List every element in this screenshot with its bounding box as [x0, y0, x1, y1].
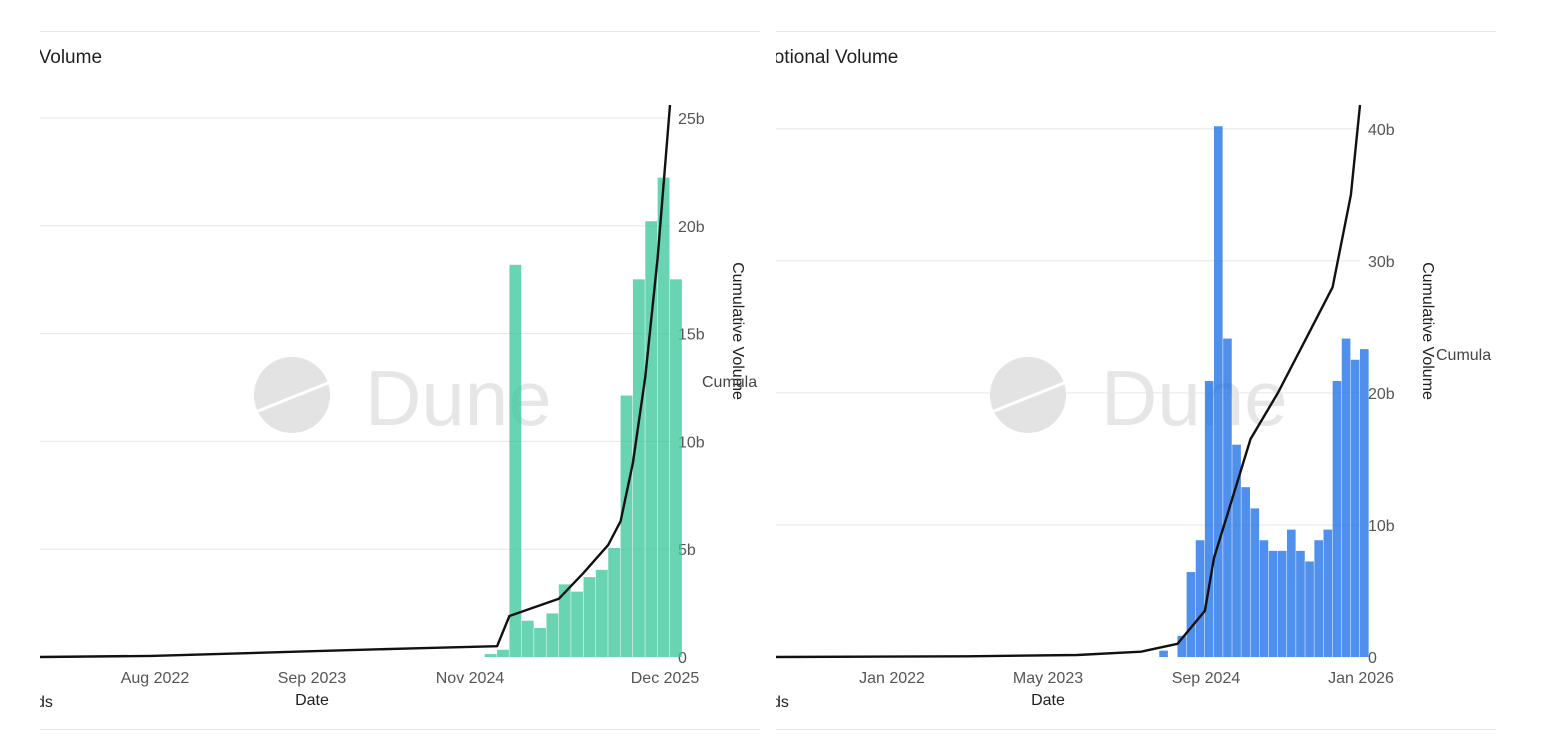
volume-bar[interactable]	[1159, 650, 1168, 657]
volume-bar[interactable]	[534, 627, 546, 657]
chart-panel-right: Notional Volume 0 10b 20b 30b 40b Dune Jan 202…	[776, 0, 1496, 736]
x-tick-label: Dec 2025	[631, 670, 700, 687]
panel-bottom-divider	[776, 729, 1496, 730]
volume-bar[interactable]	[1296, 550, 1305, 657]
y-tick-label: 10b	[678, 434, 705, 451]
volume-bar[interactable]	[1177, 635, 1187, 657]
chart-svg: 0 5b 10b 15b 20b 25b Dune Aug 2022 Sep 2023 Nov 2…	[40, 104, 757, 709]
watermark: Dune	[990, 354, 1287, 442]
x-tick-label: Jan 2026	[1328, 670, 1394, 687]
volume-bar[interactable]	[608, 548, 621, 657]
y-tick-label: 10b	[1368, 518, 1395, 535]
y-tick-label: 20b	[1368, 386, 1395, 403]
volume-bar[interactable]	[1305, 561, 1314, 657]
dune-logo-icon	[990, 357, 1066, 433]
x-tick-label: Sep 2023	[278, 670, 347, 687]
y-tick-label: 25b	[678, 111, 705, 128]
volume-bar[interactable]	[657, 177, 670, 657]
x-tick-label: Nov 2024	[436, 670, 505, 687]
x-tick-label: Aug 2022	[121, 670, 190, 687]
legend-label[interactable]: Cumula	[702, 374, 757, 391]
y-tick-label: 30b	[1368, 254, 1395, 271]
volume-bar[interactable]	[1195, 540, 1205, 657]
volume-bar[interactable]	[1341, 338, 1351, 657]
volume-bar[interactable]	[645, 221, 658, 658]
volume-bar[interactable]	[571, 591, 584, 657]
volume-bar[interactable]	[1186, 572, 1196, 657]
volume-bar[interactable]	[558, 584, 571, 657]
volume-bar[interactable]	[1250, 508, 1260, 657]
volume-bar[interactable]	[1314, 540, 1323, 657]
volume-bar[interactable]	[1214, 126, 1223, 657]
volume-bar[interactable]	[1241, 487, 1250, 657]
volume-bar[interactable]	[1287, 529, 1296, 657]
y-tick-label: 0	[1368, 650, 1377, 667]
y-tick-label: 20b	[678, 219, 705, 236]
footer-link[interactable]: boards	[40, 694, 53, 711]
panel-bottom-divider	[40, 729, 760, 730]
volume-bar[interactable]	[1360, 349, 1369, 657]
volume-bar[interactable]	[670, 279, 682, 657]
chart-title: nal Volume	[40, 47, 103, 68]
x-tick-label: Jan 2022	[859, 670, 925, 687]
dune-logo-icon	[254, 357, 330, 433]
footer-link[interactable]: boards	[776, 694, 789, 711]
volume-bar[interactable]	[497, 649, 509, 657]
volume-bar[interactable]	[1277, 550, 1287, 657]
y-tick-label: 0	[678, 650, 687, 667]
chart-title: Notional Volume	[776, 47, 899, 68]
x-tick-label: Sep 2024	[1172, 670, 1241, 687]
y-tick-label: 40b	[1368, 122, 1395, 139]
volume-bar[interactable]	[620, 395, 633, 657]
watermark-text: Dune	[1101, 354, 1287, 442]
cumulative-volume-line[interactable]	[776, 104, 1362, 659]
volume-bar[interactable]	[1268, 550, 1278, 657]
volume-bar[interactable]	[509, 264, 522, 657]
volume-bar[interactable]	[546, 613, 559, 657]
panel-top-divider	[40, 31, 760, 32]
y-axis-title: Cumulative Volume	[729, 262, 746, 400]
y-axis-title: Cumulative Volume	[1419, 262, 1436, 400]
watermark: Dune	[254, 354, 551, 442]
panel-top-divider	[776, 31, 1496, 32]
x-tick-label: May 2023	[1013, 670, 1083, 687]
volume-bar[interactable]	[484, 654, 497, 657]
x-axis-title: Date	[1031, 692, 1065, 709]
chart-svg: 0 10b 20b 30b 40b Dune Jan 2022 May 2023 Sep 202…	[776, 104, 1491, 709]
volume-bar[interactable]	[1350, 359, 1360, 657]
volume-bar[interactable]	[1332, 381, 1342, 657]
volume-bar[interactable]	[521, 620, 534, 657]
y-tick-label: 15b	[678, 327, 705, 344]
cumulative-volume-line[interactable]	[40, 104, 672, 659]
volume-bar[interactable]	[632, 279, 645, 657]
y-tick-label: 5b	[678, 542, 696, 559]
volume-bar[interactable]	[1232, 444, 1241, 657]
volume-bar[interactable]	[1259, 540, 1269, 657]
x-axis-title: Date	[295, 692, 329, 709]
bar-series	[484, 177, 682, 658]
gridlines	[776, 128, 1360, 526]
bar-series	[1159, 126, 1369, 657]
legend-label[interactable]: Cumula	[1436, 347, 1491, 364]
volume-bar[interactable]	[1204, 381, 1214, 657]
watermark-text: Dune	[365, 354, 551, 442]
chart-panel-left: nal Volume 0 5b 10b 15b 20b 25b Dune Aug 2022 Se…	[40, 0, 760, 736]
gridlines	[40, 117, 670, 550]
volume-bar[interactable]	[595, 569, 608, 657]
volume-bar[interactable]	[1223, 338, 1232, 657]
volume-bar[interactable]	[1323, 529, 1333, 657]
volume-bar[interactable]	[583, 577, 596, 657]
